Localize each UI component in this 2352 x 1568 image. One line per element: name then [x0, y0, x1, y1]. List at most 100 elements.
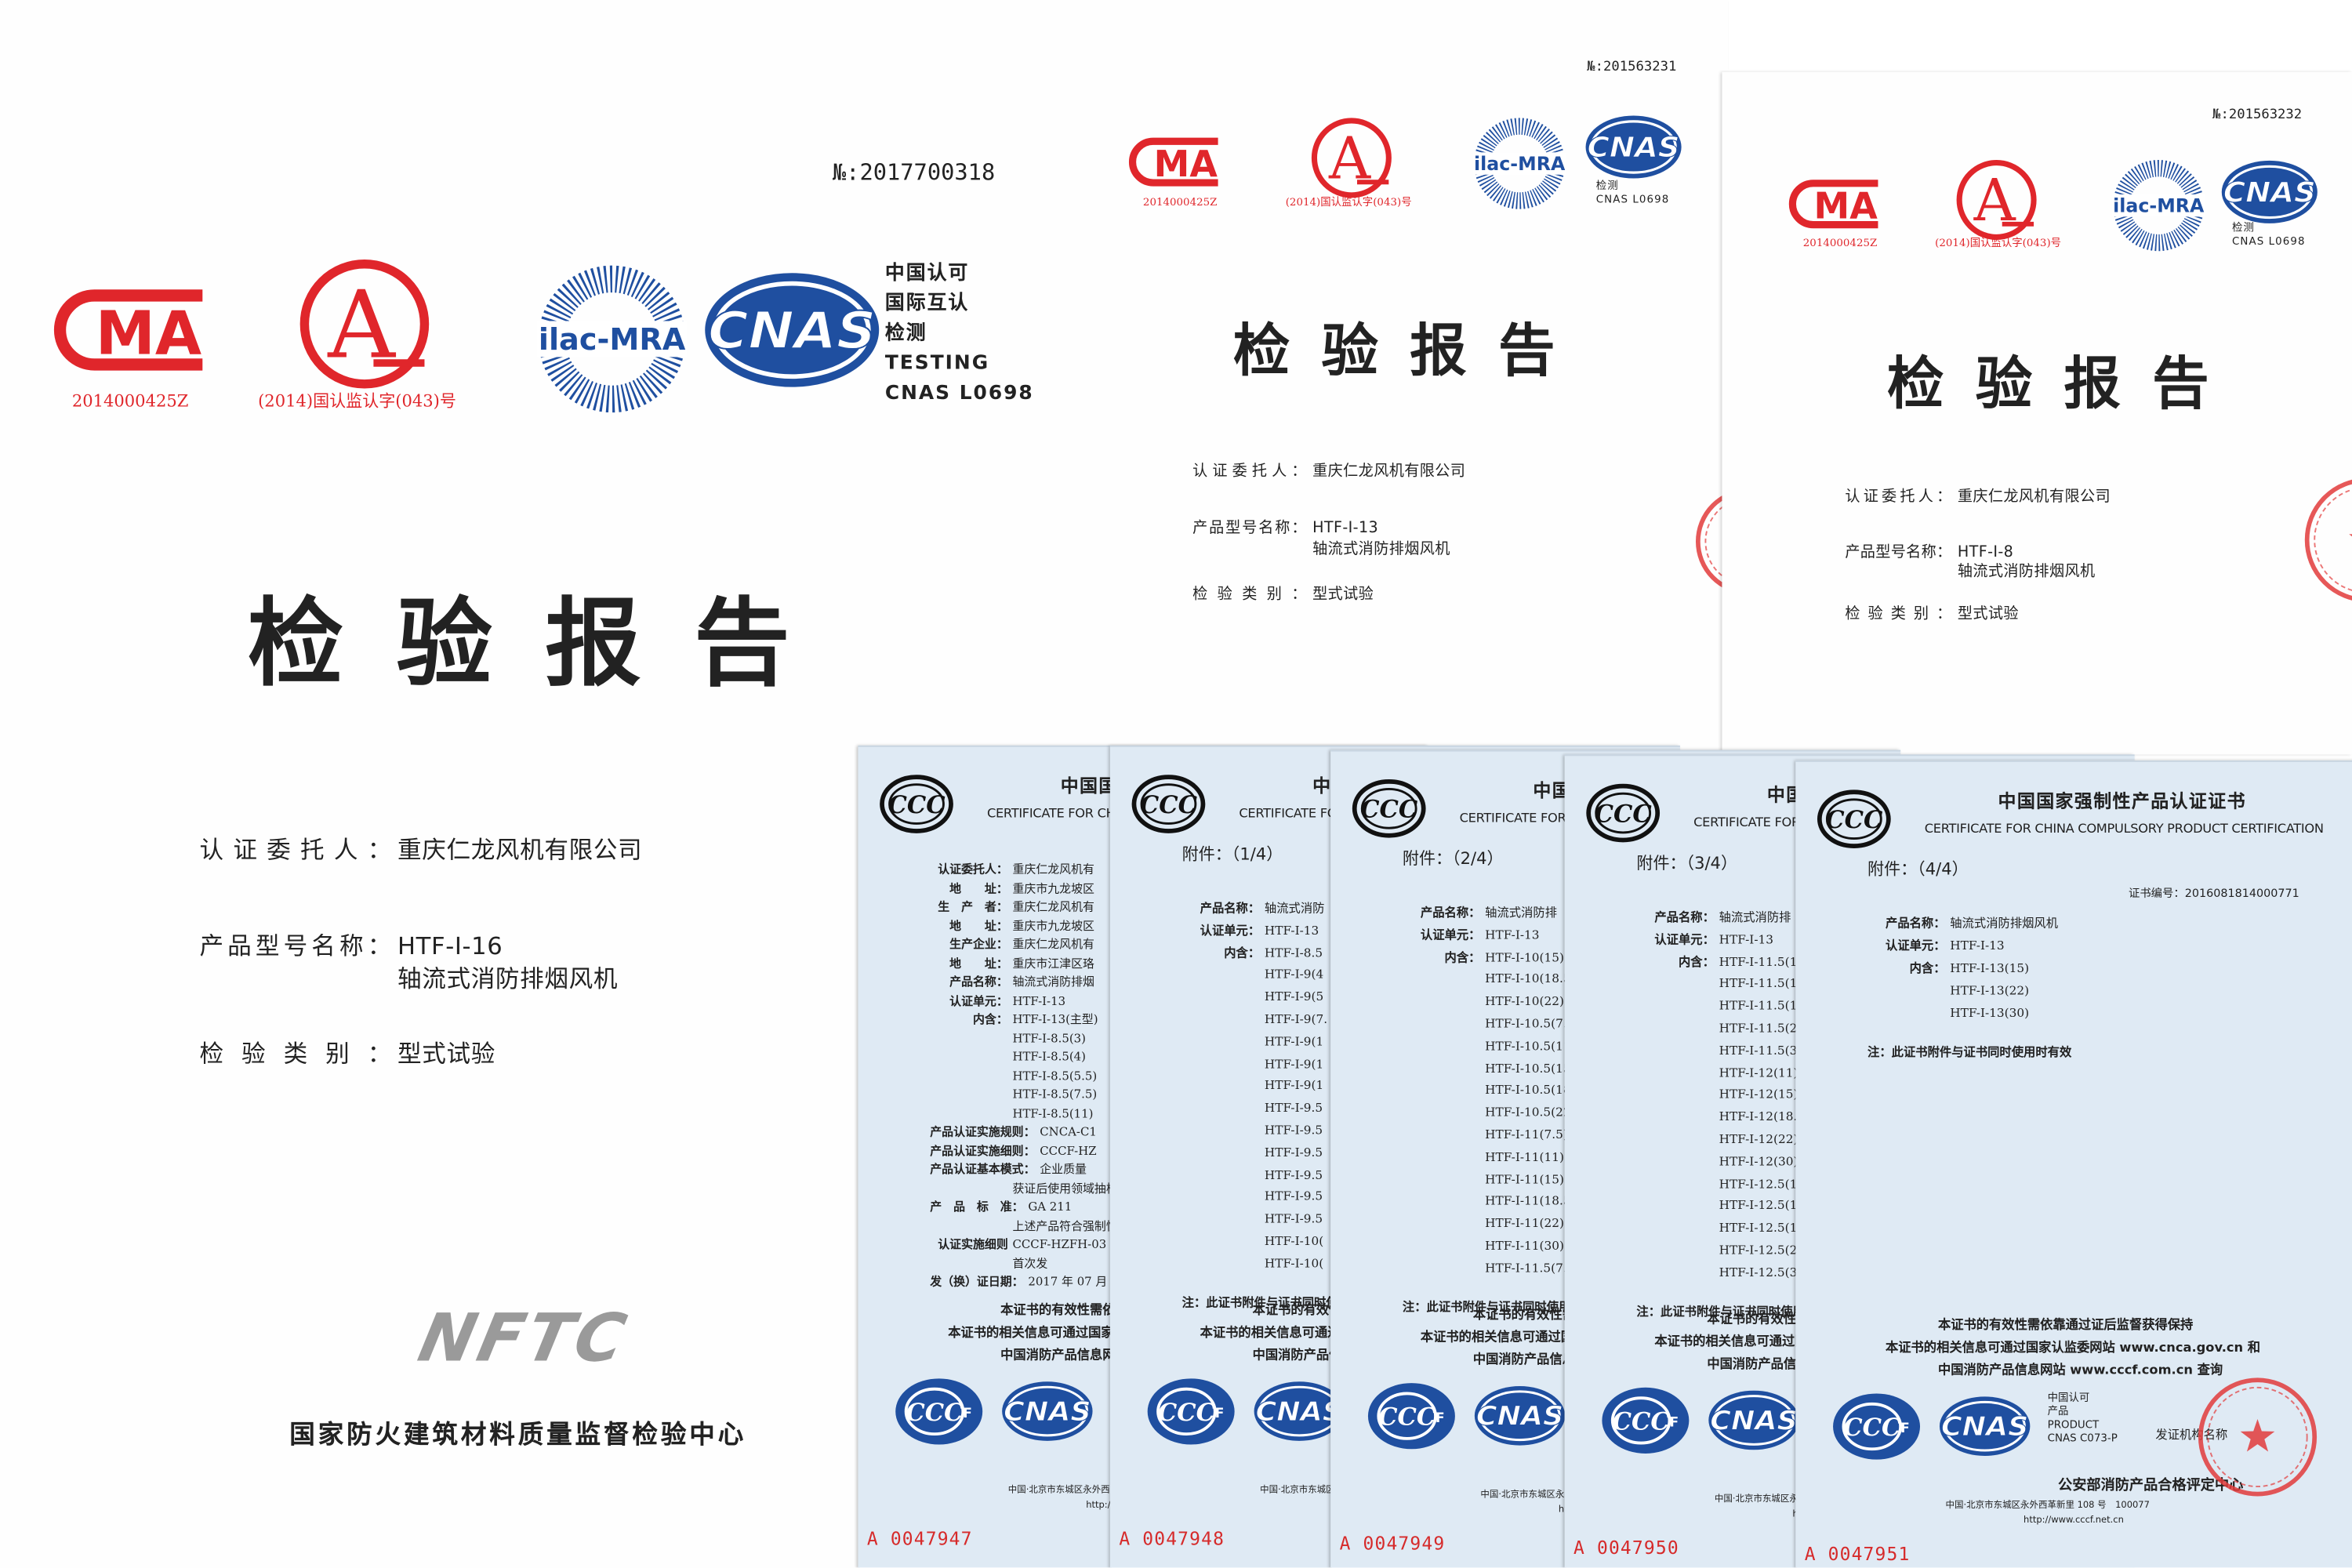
report-number: №:201563232 — [2212, 107, 2303, 123]
item-value: HTF-Ⅰ-9(1 — [1264, 1079, 1324, 1093]
item-label: 地 址： — [949, 881, 1008, 895]
cal-code: (2014)国认监认字(043)号 — [258, 391, 456, 412]
cert-item: 认证单元： HTF-Ⅰ-13 — [1636, 933, 1773, 948]
cert-item: HTF-Ⅰ-9(4 — [1182, 968, 1323, 983]
cccf-f: F — [1669, 1415, 1679, 1431]
report-title: 检验报告 — [247, 588, 843, 701]
cert-serial: A 0047951 — [1804, 1543, 1911, 1565]
cnas-logo: CNAS — [1939, 1396, 2031, 1456]
item-value: HTF-Ⅰ-13(15) — [1950, 961, 2030, 975]
cnas-outer — [705, 273, 880, 387]
item-value: HTF-Ⅰ-8.5(11) — [1012, 1106, 1094, 1120]
item-value: HTF-Ⅰ-9.5 — [1264, 1145, 1323, 1160]
cert-item: HTF-Ⅰ-11(22) — [1403, 1217, 1564, 1232]
ccc-inner — [1140, 783, 1197, 825]
cnas-caption: 检测 — [1595, 180, 1619, 192]
cnas-outer — [1474, 1385, 1566, 1446]
item-label: 认证委托人： — [938, 862, 1008, 877]
cma-code: 2014000425Z — [71, 391, 189, 412]
cert-item: HTF-Ⅰ-9.5 — [1182, 1190, 1323, 1205]
cccf-ring — [904, 1387, 965, 1436]
item-value: HTF-Ⅰ-12.5(1 — [1719, 1177, 1798, 1191]
report-title: 检验报告 — [1232, 316, 1587, 384]
cccf-f: F — [1900, 1421, 1910, 1436]
compulsory-certificate: CCC 中国国家强制性产品认证证书 CERTIFICATE FOR CHINA CO… — [1795, 760, 2352, 1568]
cnas-side-text: PRODUCT — [2047, 1418, 2100, 1432]
cert-item: HTF-Ⅰ-11.5(1 — [1636, 1000, 1798, 1014]
ilac-band — [2111, 194, 2205, 217]
cert-item: HTF-Ⅰ-11.5(2 — [1636, 1022, 1798, 1036]
cert-item: 认证单元： HTF-Ⅰ-13 — [1867, 939, 2005, 954]
item-value: 重庆仁龙风机有 — [1012, 899, 1094, 914]
field-value: 轴流式消防排烟风机 — [1957, 563, 2096, 580]
field-value: 轴流式消防排烟风机 — [397, 964, 619, 993]
cnas-logo: CNAS — [1254, 1381, 1345, 1441]
cma-letters: MA — [96, 299, 201, 369]
cccf-logo: CCC F — [1367, 1383, 1455, 1450]
item-label: 内含： — [1678, 954, 1715, 969]
cnas-caption: 中国认可 — [884, 262, 970, 285]
cert-item: 产品名称： 轴流式消防排烟风机 — [1867, 916, 2059, 931]
item-label: 内含： — [1224, 946, 1261, 960]
item-value: 首次发 — [1012, 1256, 1048, 1270]
report-number: №:2017700318 — [832, 158, 996, 187]
item-value: HTF-Ⅰ-9.5 — [1264, 1167, 1323, 1181]
item-value: HTF-Ⅰ-9(1 — [1264, 1057, 1324, 1071]
cnas-ring — [1006, 1385, 1089, 1437]
field-value: 重庆仁龙风机有限公司 — [397, 835, 643, 865]
item-value: HTF-Ⅰ-10.5(18 — [1485, 1083, 1571, 1098]
item-value: 重庆仁龙风机有 — [1012, 862, 1094, 877]
cnas-caption: CNAS L0698 — [1595, 192, 1670, 205]
cert-number: 证书编号：2016081814000771 — [2128, 886, 2299, 900]
item-label: 产 品 标 准： — [930, 1200, 1024, 1214]
cert-item: 产品名称： 轴流式消防 — [1182, 902, 1325, 916]
cccf-logo: CCC F — [895, 1378, 983, 1445]
item-label: 内含： — [1909, 961, 1946, 975]
item-value: 重庆仁龙风机有 — [1012, 937, 1094, 952]
ccc-letters: CCC — [887, 791, 946, 819]
ilac-band — [1472, 152, 1566, 175]
cert-item: HTF-Ⅰ-11(7.5) — [1403, 1128, 1568, 1143]
cert-item: HTF-Ⅰ-11.5(3 — [1636, 1044, 1798, 1058]
cnas-side-text: CNAS C073-P — [2047, 1432, 2118, 1445]
cert-item: HTF-Ⅰ-8.5(5.5) — [930, 1069, 1097, 1083]
cert-item: 生产企业： 重庆仁龙风机有 — [930, 937, 1094, 952]
item-label: 产品名称： — [1420, 906, 1481, 920]
inspection-report: №:201563231 MA 2014000425Z A (2014)国认监认字(043… — [1050, 0, 1729, 750]
item-value: HTF-Ⅰ-11(22) — [1485, 1217, 1564, 1231]
cnas-logo: CNAS — [2221, 160, 2318, 223]
cccf-f: F — [1436, 1410, 1445, 1426]
red-seal — [1696, 492, 1729, 591]
cert-item: HTF-Ⅰ-12(11) — [1636, 1065, 1798, 1080]
cert-item: HTF-Ⅰ-12(22) — [1636, 1133, 1798, 1147]
item-value: HTF-Ⅰ-8.5 — [1264, 946, 1323, 960]
cert-item: HTF-Ⅰ-12.5(1 — [1636, 1199, 1798, 1214]
item-value: HTF-Ⅰ-13(30) — [1950, 1006, 2030, 1021]
field-label: 产品型号名称： — [1192, 520, 1307, 537]
cma-ring — [1788, 180, 1878, 229]
cert-item: 首次发 — [930, 1256, 1048, 1270]
item-label: 产品名称： — [949, 975, 1008, 989]
item-value: GA 211 — [1028, 1200, 1073, 1214]
cnas-letters: CNAS — [708, 302, 876, 361]
item-value: 重庆市江津区珞 — [1012, 956, 1094, 970]
ccc-inner — [1595, 792, 1652, 834]
cnas-outer — [1254, 1381, 1345, 1441]
item-value: 轴流式消防排烟风机 — [1950, 916, 2059, 931]
cert-serial: A 0047950 — [1573, 1537, 1679, 1559]
seal-star — [2349, 534, 2352, 537]
item-value: HTF-Ⅰ-8.5(4) — [1012, 1050, 1086, 1064]
report-number: №:201563231 — [1587, 60, 1677, 75]
cert-header-en: CERTIFICATE FOR CHINA COMPULSORY PRODUCT… — [1924, 822, 2324, 837]
cert-item: 产品名称： 轴流式消防排 — [1636, 911, 1791, 925]
cert-item: HTF-Ⅰ-10.5(18 — [1403, 1083, 1571, 1098]
item-label: 地 址： — [949, 956, 1008, 970]
item-value: HTF-Ⅰ-12.5(1 — [1719, 1199, 1798, 1213]
cnas-outer — [1708, 1390, 1799, 1450]
cccf-letters: CCC — [1158, 1399, 1216, 1427]
item-value: HTF-Ⅰ-12(11) — [1719, 1065, 1798, 1080]
cccf-ring — [1156, 1387, 1217, 1436]
ccc-letters: CCC — [1825, 806, 1883, 834]
ilac-text: ilac-MRA — [2113, 194, 2205, 216]
item-value: 重庆市九龙坡区 — [1012, 881, 1094, 895]
